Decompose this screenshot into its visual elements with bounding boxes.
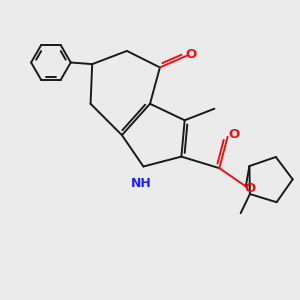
Text: O: O [186,48,197,61]
Text: O: O [245,182,256,196]
Text: O: O [228,128,239,141]
Text: NH: NH [131,177,152,190]
